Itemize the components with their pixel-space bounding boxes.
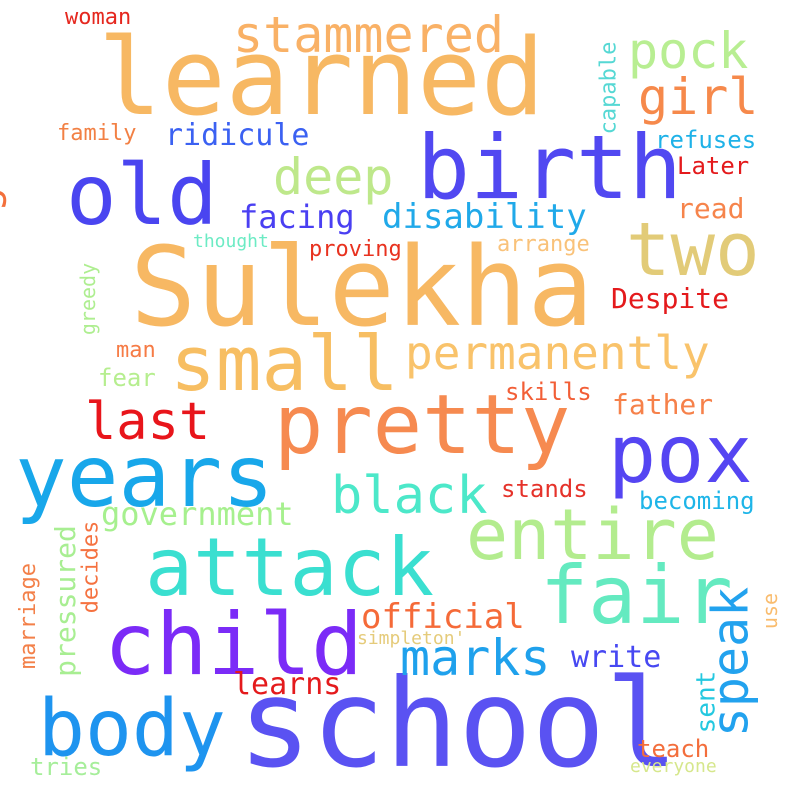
word-sent: sent — [691, 670, 722, 734]
word-pock: pock — [628, 22, 749, 80]
word-simpleton: simpleton' — [357, 628, 466, 649]
word-pretty: pretty — [274, 378, 571, 473]
word-small: small — [170, 319, 399, 408]
word-stands: stands — [501, 475, 588, 503]
word-last: last — [85, 392, 211, 452]
word-black: black — [331, 466, 488, 526]
word-deep: deep — [273, 148, 394, 206]
word-marks: marks — [400, 629, 551, 687]
word-fair: fair — [540, 549, 733, 642]
word-tries: tries — [30, 753, 103, 781]
word-disfigured: disfigured — [0, 85, 8, 339]
word-arrange: arrange — [497, 232, 590, 257]
word-read: read — [677, 192, 745, 225]
word-family: family — [57, 121, 137, 146]
word-child: child — [104, 595, 363, 695]
word-later: Later — [677, 152, 750, 180]
word-body: body — [38, 684, 226, 774]
word-teach: teach — [637, 735, 710, 763]
word-use: use — [758, 592, 783, 630]
word-refuses: refuses — [655, 126, 757, 154]
word-despite: Despite — [611, 282, 730, 315]
word-thought: thought — [193, 231, 269, 252]
word-years: years — [15, 427, 274, 527]
word-learned: learned — [98, 16, 545, 139]
word-stammered: stammered — [233, 6, 504, 64]
word-skills: skills — [505, 378, 592, 406]
word-government: government — [101, 495, 294, 533]
word-facing: facing — [239, 198, 355, 236]
word-marriage: marriage — [15, 563, 41, 669]
word-girl: girl — [638, 68, 759, 126]
word-school: school — [238, 653, 679, 790]
word-sulekha: Sulekha — [130, 223, 594, 351]
word-father: father — [612, 388, 714, 421]
word-two: two — [626, 207, 760, 293]
word-ridicule: ridicule — [165, 118, 310, 153]
word-permanently: permanently — [405, 326, 710, 380]
word-disability: disability — [382, 197, 587, 237]
word-man: man — [116, 338, 156, 363]
word-birth: birth — [417, 116, 682, 219]
word-fear: fear — [98, 364, 156, 392]
word-capable: capable — [596, 41, 622, 135]
word-everyone: everyone — [630, 756, 717, 777]
word-woman: woman — [65, 5, 132, 30]
word-becoming: becoming — [639, 487, 755, 515]
word-pox: pox — [608, 408, 753, 501]
word-proving: proving — [309, 237, 402, 262]
word-greedy: greedy — [76, 262, 101, 336]
word-old: old — [66, 146, 218, 244]
word-entire: entire — [466, 494, 719, 576]
word-official: official — [361, 597, 525, 637]
word-learns: learns — [233, 667, 342, 702]
word-pressured: pressured — [48, 525, 82, 677]
word-write: write — [571, 640, 662, 675]
word-attack: attack — [145, 521, 434, 614]
word-decides: decides — [78, 520, 104, 614]
